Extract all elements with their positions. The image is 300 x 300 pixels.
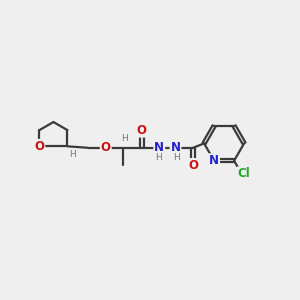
Text: N: N [154, 141, 164, 154]
Text: H: H [69, 150, 76, 159]
Text: O: O [34, 140, 44, 153]
Text: O: O [188, 159, 198, 172]
Text: H: H [155, 153, 162, 162]
Text: N: N [170, 141, 181, 154]
Text: H: H [173, 153, 179, 162]
Text: O: O [136, 124, 147, 136]
Text: N: N [209, 154, 219, 167]
Text: Cl: Cl [237, 167, 250, 181]
Text: H: H [122, 134, 128, 143]
Text: O: O [101, 141, 111, 154]
